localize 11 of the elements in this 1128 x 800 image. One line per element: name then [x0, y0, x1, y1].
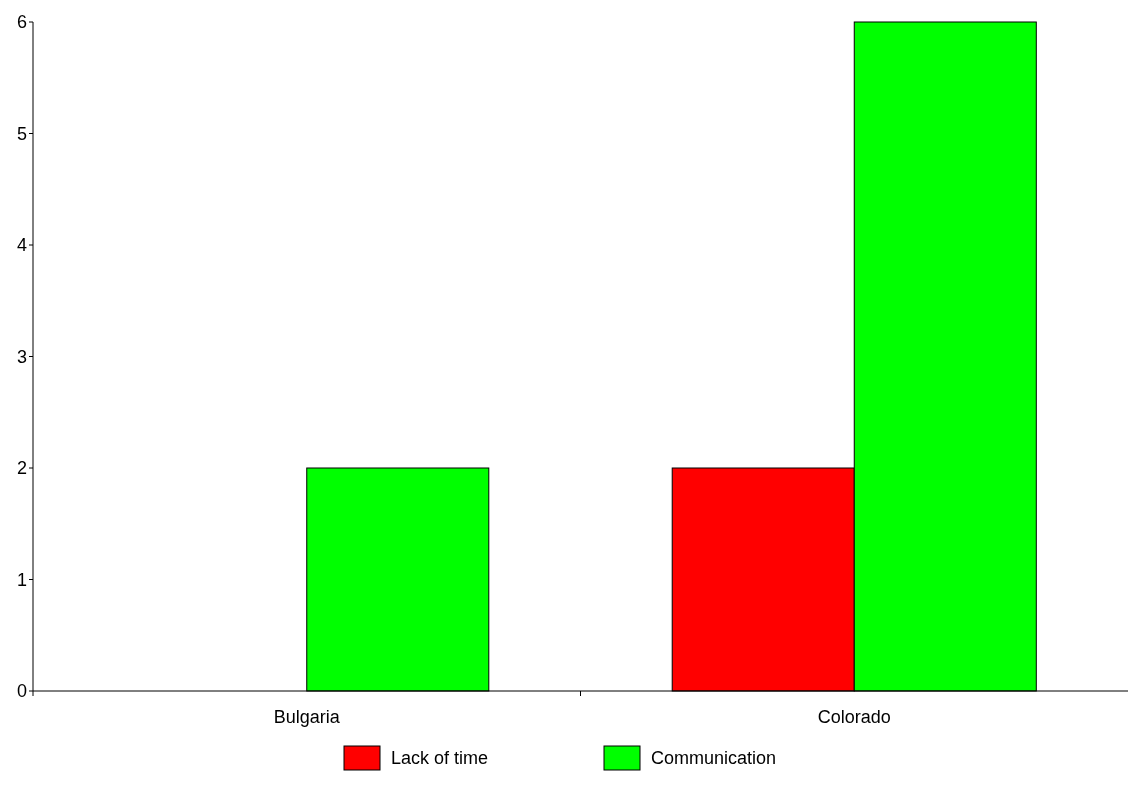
x-tick-label: Colorado [817, 707, 891, 727]
y-tick-label: 6 [16, 12, 27, 33]
legend-label: Communication [651, 748, 777, 769]
y-tick-label: 0 [16, 681, 27, 702]
y-tick-label: 5 [16, 123, 27, 144]
legend-label: Lack of time [391, 748, 489, 769]
x-tick-label: Bulgaria [273, 707, 341, 727]
y-tick-label: 3 [16, 346, 27, 367]
y-tick-label: 4 [16, 235, 27, 256]
y-tick-label: 1 [16, 569, 27, 590]
y-tick-label: 2 [16, 458, 27, 479]
